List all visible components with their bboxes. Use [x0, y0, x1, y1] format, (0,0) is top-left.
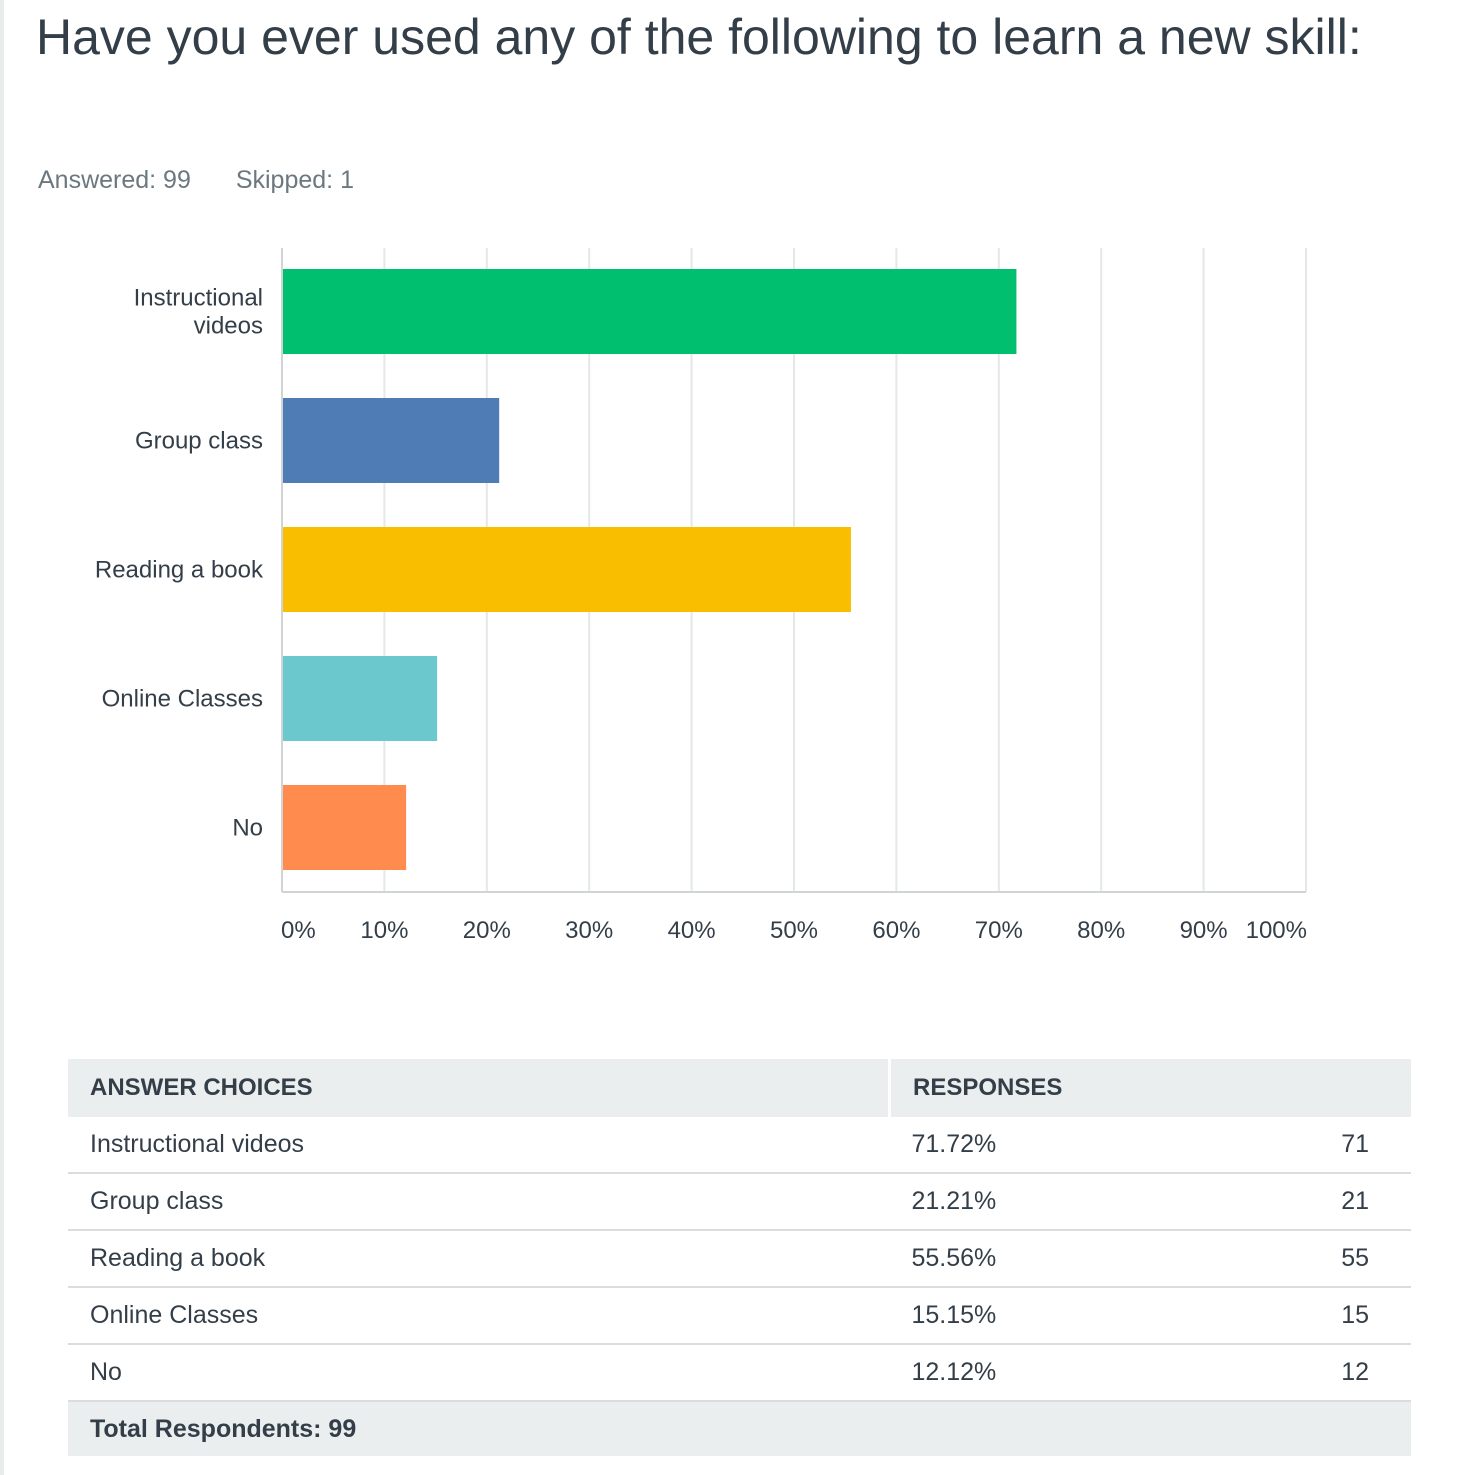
row-count: 12	[1193, 1344, 1411, 1402]
bar	[283, 269, 1017, 354]
total-respondents: Total Respondents: 99	[68, 1401, 1411, 1456]
bar	[283, 527, 851, 612]
row-percent: 55.56%	[889, 1230, 1194, 1288]
x-tick-label: 90%	[1180, 917, 1228, 944]
x-tick-label: 40%	[668, 917, 716, 944]
skipped-count: Skipped: 1	[235, 166, 354, 194]
table-row: Online Classes 15.15% 15	[68, 1287, 1411, 1345]
x-tick-label: 60%	[872, 917, 920, 944]
table-row: Instructional videos 71.72% 71	[68, 1117, 1411, 1174]
x-tick-label: 80%	[1077, 917, 1125, 944]
x-tick-label: 50%	[770, 917, 818, 944]
category-label: Instructional videos	[134, 285, 263, 340]
question-title: Have you ever used any of the following …	[36, 9, 1362, 65]
row-percent: 15.15%	[889, 1287, 1194, 1345]
row-choice: Reading a book	[68, 1230, 890, 1288]
header-responses: RESPONSES	[889, 1059, 1411, 1117]
row-percent: 71.72%	[889, 1117, 1194, 1174]
total-row: Total Respondents: 99	[68, 1401, 1411, 1456]
table-row: Reading a book 55.56% 55	[68, 1230, 1411, 1288]
x-tick-label: 100%	[1246, 917, 1307, 944]
row-choice: Online Classes	[68, 1287, 890, 1345]
results-table: ANSWER CHOICES RESPONSES Instructional v…	[68, 1059, 1411, 1456]
answered-count: Answered: 99	[38, 166, 191, 194]
row-count: 21	[1193, 1173, 1411, 1231]
row-choice: Instructional videos	[68, 1117, 890, 1174]
category-label: Group class	[135, 428, 263, 455]
x-tick-label: 20%	[463, 917, 511, 944]
row-count: 55	[1193, 1230, 1411, 1288]
x-tick-label: 70%	[975, 917, 1023, 944]
response-stats: Answered: 99 Skipped: 1	[38, 166, 392, 195]
table-row: No 12.12% 12	[68, 1344, 1411, 1402]
header-answer-choices: ANSWER CHOICES	[68, 1059, 891, 1117]
x-tick-label: 0%	[281, 917, 316, 944]
table-header-row: ANSWER CHOICES RESPONSES	[68, 1059, 1411, 1117]
row-percent: 12.12%	[889, 1344, 1194, 1402]
row-count: 71	[1193, 1117, 1411, 1174]
bar-chart: 0% 10% 20% 30% 40% 50% 60% 70% 80% 90% 100% Instruc…	[95, 248, 1307, 944]
bar	[283, 785, 407, 870]
bar	[283, 656, 438, 741]
left-border	[0, 0, 4, 1475]
x-tick-label: 10%	[360, 917, 408, 944]
category-label: No	[232, 815, 263, 842]
row-percent: 21.21%	[889, 1173, 1194, 1231]
table-row: Group class 21.21% 21	[68, 1173, 1411, 1231]
category-label: Online Classes	[102, 686, 263, 713]
category-label: Reading a book	[95, 557, 264, 584]
row-count: 15	[1193, 1287, 1411, 1345]
bar	[283, 398, 500, 483]
row-choice: No	[68, 1344, 890, 1402]
row-choice: Group class	[68, 1173, 890, 1231]
x-tick-label: 30%	[565, 917, 613, 944]
